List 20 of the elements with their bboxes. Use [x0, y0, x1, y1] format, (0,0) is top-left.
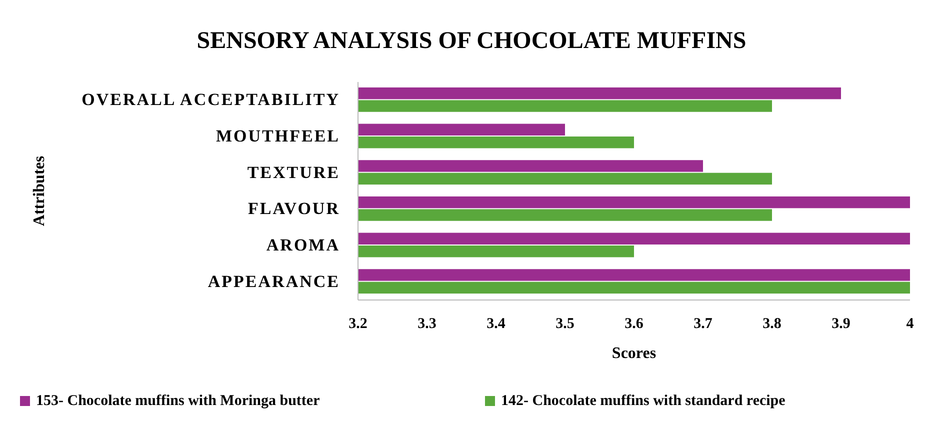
x-tick-label: 4 [906, 316, 914, 332]
y-tick-label: APPEARANCE [208, 272, 340, 291]
y-tick-label: AROMA [266, 236, 340, 254]
x-tick-label: 3.7 [694, 316, 713, 332]
x-axis-title: Scores [612, 345, 656, 362]
x-tick-label: 3.4 [486, 316, 506, 332]
y-tick-label: TEXTURE [247, 162, 340, 182]
y-tick-label: MOUTHFEEL [216, 126, 340, 146]
x-tick-label: 3.5 [556, 316, 574, 332]
y-tick-label: OVERALL ACCEPTABILITY [82, 90, 340, 110]
legend-label: 153- Chocolate muffins with Moringa butter [36, 393, 320, 409]
chart-title: SENSORY ANALYSIS OF CHOCOLATE MUFFINS [196, 28, 746, 54]
x-tick-label: 3.2 [348, 316, 368, 332]
x-tick-label: 3.3 [418, 316, 436, 332]
x-tick-label: 3.9 [832, 316, 850, 332]
y-tick-label: FLAVOUR [248, 199, 340, 218]
x-tick-label: 3.6 [624, 316, 644, 332]
x-tick-label: 3.8 [762, 316, 782, 332]
legend-label: 142- Chocolate muffins with standard recipe [501, 393, 786, 409]
y-axis-title: Attributes [31, 156, 48, 226]
